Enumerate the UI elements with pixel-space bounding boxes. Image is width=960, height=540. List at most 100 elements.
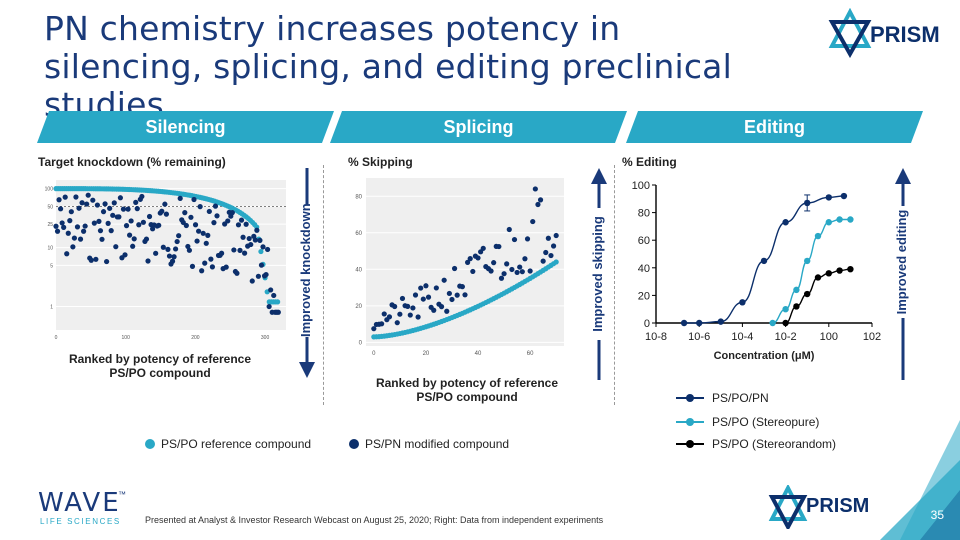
splicing-modified-point xyxy=(522,256,528,262)
splicing-modified-point xyxy=(540,258,546,264)
silencing-modified-point xyxy=(88,257,94,263)
splicing-modified-point xyxy=(438,304,445,310)
silencing-modified-point xyxy=(166,253,173,259)
splicing-modified-point xyxy=(441,277,447,283)
silencing-modified-point xyxy=(176,233,182,239)
splicing-modified-point xyxy=(532,186,538,192)
splicing-modified-point xyxy=(467,256,473,262)
prism-logo-bottom: PRISM xyxy=(768,483,878,532)
silencing-modified-point xyxy=(223,264,229,270)
silencing-modified-point xyxy=(59,220,65,226)
splicing-modified-point xyxy=(514,269,520,276)
splicing-modified-point xyxy=(517,264,523,270)
silencing-modified-point xyxy=(120,206,127,212)
silencing-modified-point xyxy=(205,232,211,238)
silencing-modified-point xyxy=(70,244,76,250)
silencing-modified-point xyxy=(255,273,261,279)
silencing-modified-point xyxy=(186,247,192,253)
silencing-modified-point xyxy=(131,236,137,242)
splicing-modified-point xyxy=(519,269,525,275)
silencing-modified-point xyxy=(67,218,73,224)
splicing-modified-point xyxy=(498,275,505,281)
splicing-modified-point xyxy=(530,218,536,225)
splicing-modified-point xyxy=(405,303,411,310)
silencing-modified-point xyxy=(54,228,61,234)
silencing-modified-point xyxy=(238,217,245,223)
splicing-modified-point xyxy=(475,255,481,261)
improved-skipping-label: Improved skipping xyxy=(590,208,608,340)
editing-xlabel: Concentration (μM) xyxy=(714,350,815,362)
splicing-modified-point xyxy=(480,245,486,251)
splicing-ytick-label: 0 xyxy=(359,340,363,346)
splicing-modified-point xyxy=(446,290,452,297)
silencing-modified-point xyxy=(265,246,271,253)
silencing-modified-point xyxy=(76,205,82,211)
splicing-xtick-label: 20 xyxy=(423,351,430,357)
silencing-modified-point xyxy=(145,258,151,264)
editing-chart-title: % Editing xyxy=(622,155,677,169)
silencing-modified-point xyxy=(94,202,100,208)
silencing-modified-point xyxy=(99,236,105,242)
silencing-modified-point xyxy=(156,222,162,228)
silencing-modified-point xyxy=(257,237,263,243)
splicing-modified-point xyxy=(545,235,551,241)
silencing-modified-point xyxy=(84,201,90,207)
silencing-modified-point xyxy=(183,222,189,229)
slide-number: 35 xyxy=(930,508,944,522)
legend-reference-dot xyxy=(145,439,155,449)
editing-series-point xyxy=(760,257,768,265)
editing-series-point xyxy=(825,219,832,226)
legend-modified-dot xyxy=(349,439,359,449)
silencing-modified-point xyxy=(73,194,79,200)
splicing-modified-point xyxy=(423,283,429,289)
silencing-modified-point xyxy=(160,244,166,250)
splicing-modified-point xyxy=(420,296,426,302)
splicing-scatter-chart: 0 20 40 60 80 0 20 40 60 xyxy=(355,178,564,357)
splicing-modified-point xyxy=(465,259,471,265)
splicing-modified-point xyxy=(394,320,400,326)
editing-xtick-label: 10-4 xyxy=(731,331,753,343)
splicing-modified-point xyxy=(524,236,531,242)
splicing-modified-point xyxy=(381,311,387,317)
silencing-modified-point xyxy=(206,208,212,215)
silencing-modified-point xyxy=(249,278,255,284)
splicing-modified-point xyxy=(537,197,544,203)
legend-modified: PS/PN modified compound xyxy=(349,437,509,451)
silencing-modified-point xyxy=(74,224,81,230)
banner-splicing: Splicing xyxy=(330,111,627,143)
silencing-modified-point xyxy=(136,222,142,228)
editing-series-point xyxy=(804,290,811,298)
silencing-ytick-label: 1 xyxy=(50,305,53,311)
prism-wordmark: PRISM xyxy=(870,22,940,47)
editing-series-point xyxy=(847,216,854,223)
splicing-modified-point xyxy=(543,249,549,256)
editing-series-point xyxy=(782,306,789,313)
silencing-modified-point xyxy=(117,195,123,201)
splicing-modified-point xyxy=(550,243,557,249)
splicing-modified-point xyxy=(392,303,398,310)
silencing-modified-point xyxy=(192,222,199,228)
splicing-xtick-label: 60 xyxy=(527,351,534,357)
silencing-modified-point xyxy=(165,246,171,252)
legend-line-teal xyxy=(676,418,704,426)
splicing-modified-point xyxy=(509,266,515,273)
silencing-modified-point xyxy=(102,201,108,207)
silencing-modified-point xyxy=(71,235,77,241)
splicing-modified-point xyxy=(418,285,424,291)
silencing-modified-point xyxy=(171,254,177,260)
splicing-ytick-label: 20 xyxy=(355,304,362,310)
legend-reference: PS/PO reference compound xyxy=(145,437,311,451)
silencing-modified-point xyxy=(97,228,104,234)
splicing-modified-point xyxy=(451,265,458,272)
silencing-modified-point xyxy=(199,268,205,274)
editing-series-point xyxy=(739,299,746,306)
editing-dose-response-chart: 0 20 40 60 80 100 10-8 10-6 10-4 10-2 100 102 Concen… xyxy=(632,180,882,362)
silencing-modified-point xyxy=(202,260,208,266)
splicing-modified-point xyxy=(371,326,377,332)
silencing-modified-point xyxy=(104,258,110,265)
silencing-modified-point xyxy=(173,246,179,252)
silencing-modified-point xyxy=(237,247,243,253)
splicing-chart-title: % Skipping xyxy=(348,155,413,169)
silencing-modified-point xyxy=(122,252,128,258)
